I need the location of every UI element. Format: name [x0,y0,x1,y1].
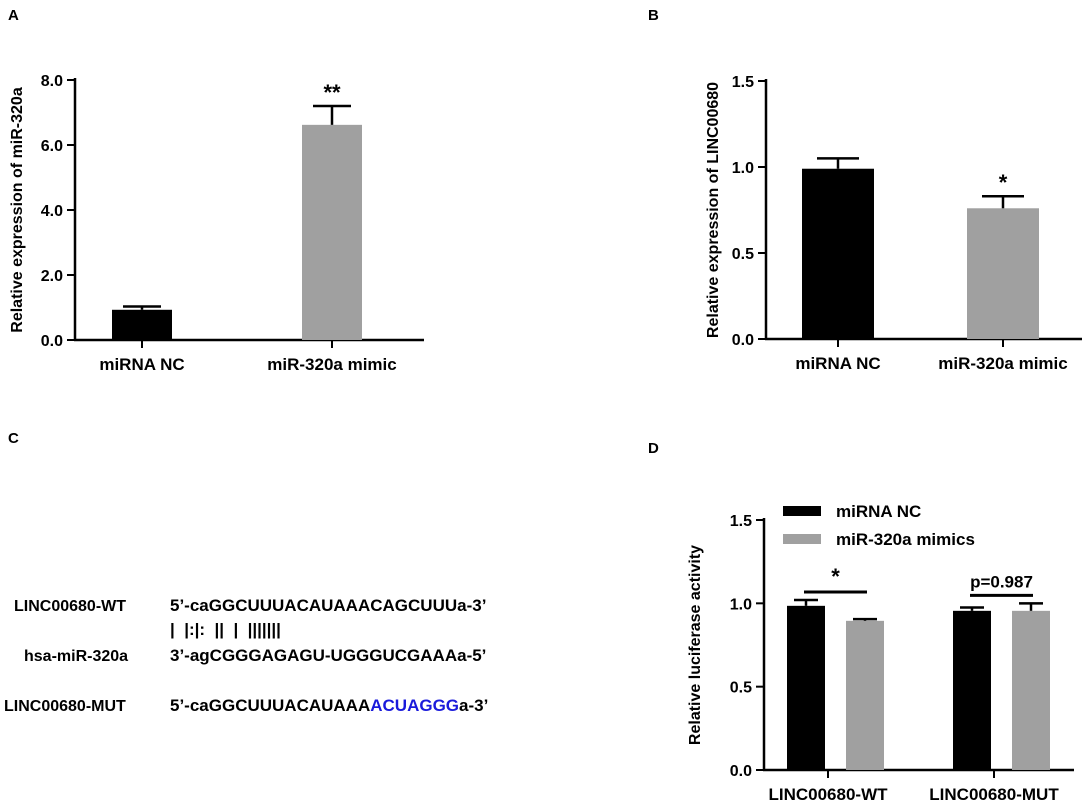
x-tick-label: LINC00680-MUT [929,785,1059,804]
panel-letter-a: A [8,7,19,24]
bar [1012,610,1050,770]
seq-mirna: 3’-agCGGGAGAGU-UGGGUCGAAAa-5’ [170,646,486,666]
bar [112,309,172,340]
y-tick-label: 1.5 [730,513,752,530]
y-tick-label: 0.5 [732,246,754,263]
bar [967,208,1039,339]
seq-mut: 5’-caGGCUUUACAUAAAACUAGGGa-3’ [170,696,488,716]
legend-label: miR-320a mimics [836,530,975,549]
y-axis-label: Relative luciferase activity [687,545,704,745]
x-tick-label: LINC00680-WT [768,785,888,804]
bar [787,605,825,770]
seq-pairing-marks: | |:|: || | ||||||| [170,620,281,640]
y-tick-label: 1.0 [730,596,752,613]
y-axis-label: Relative expression of miR-320a [9,87,26,333]
legend-label: miRNA NC [836,502,921,521]
y-tick-label: 2.0 [41,268,63,285]
bar [846,620,884,770]
seq-mut-suffix: a-3’ [459,696,489,715]
comparison-label: p=0.987 [970,572,1033,591]
y-tick-label: 0.5 [730,680,752,697]
panel-d-chart: 0.0 0.5 1.0 1.5 Relative luciferase activity… [687,502,1074,804]
seq-pairing-text: | |:|: || | ||||||| [170,620,281,639]
legend-swatch [783,506,821,516]
y-tick-label: 1.5 [732,74,754,91]
comparison-label: * [831,564,840,589]
bar [302,124,362,340]
seq-label-mut: LINC00680-MUT [4,698,126,715]
y-tick-label: 0.0 [732,332,754,349]
x-tick-label: miRNA NC [795,354,880,373]
seq-wt-text: 5’-caGGCUUUACAUAAACAGCUUUa-3’ [170,596,487,615]
bar [953,610,991,770]
legend-swatch [783,534,821,544]
y-tick-label: 1.0 [732,160,754,177]
x-tick-label: miR-320a mimic [938,354,1067,373]
significance-marker: ** [323,80,341,105]
seq-wt: 5’-caGGCUUUACAUAAACAGCUUUa-3’ [170,596,486,616]
bar [802,168,874,339]
seq-mut-highlight: ACUAGGG [370,696,460,715]
panel-letter-d: D [648,440,659,457]
significance-marker: * [999,170,1008,195]
seq-label-wt: LINC00680-WT [14,598,127,615]
y-axis-label: Relative expression of LINC00680 [705,82,722,338]
x-tick-label: miRNA NC [99,355,184,374]
panel-letter-c: C [8,430,19,447]
y-tick-label: 4.0 [41,203,63,220]
panel-a-chart: 0.0 2.0 4.0 6.0 8.0 Relative expression of mi… [9,73,424,374]
x-tick-label: miR-320a mimic [267,355,396,374]
seq-mut-prefix: 5’-caGGCUUUACAUAAA [170,696,371,715]
panel-b-chart: 0.0 0.5 1.0 1.5 Relative expression of LINC0… [705,74,1082,373]
y-tick-label: 0.0 [41,333,63,350]
y-tick-label: 0.0 [730,763,752,780]
y-tick-label: 8.0 [41,73,63,90]
seq-label-mirna: hsa-miR-320a [24,648,129,665]
y-tick-label: 6.0 [41,138,63,155]
seq-mirna-text: 3’-agCGGGAGAGU-UGGGUCGAAAa-5’ [170,646,487,665]
panel-letter-b: B [648,7,659,24]
